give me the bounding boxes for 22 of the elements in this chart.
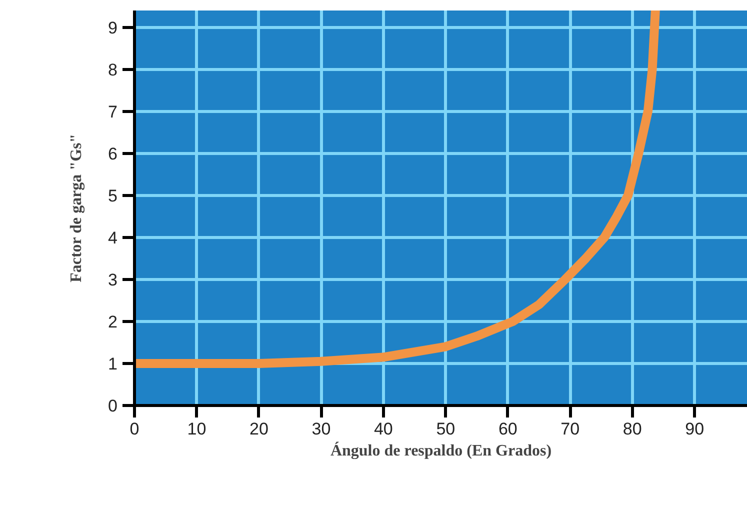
- y-tick-label: 9: [108, 18, 118, 38]
- y-tick-label: 0: [108, 396, 118, 416]
- y-axis-title: Factor de garga "Gs": [68, 134, 86, 282]
- y-tick-label: 2: [108, 312, 118, 332]
- x-tick-label: 30: [312, 420, 331, 438]
- y-tick-label: 4: [108, 228, 118, 248]
- x-tick-label: 40: [374, 420, 393, 438]
- y-tick-label: 1: [108, 354, 118, 374]
- x-tick-label: 90: [685, 420, 704, 438]
- x-tick-label: 70: [560, 420, 580, 438]
- x-tick-label: 20: [250, 420, 268, 438]
- x-axis-title: Ángulo de respaldo (En Grados): [330, 442, 552, 460]
- x-tick-label: 80: [622, 420, 642, 438]
- y-tick-label: 6: [108, 144, 118, 164]
- x-tick-label: 60: [498, 420, 518, 438]
- y-tick-label: 7: [108, 102, 118, 122]
- y-tick-label: 3: [108, 270, 118, 290]
- x-tick-label: 10: [187, 420, 206, 438]
- y-tick-label: 5: [108, 186, 118, 206]
- x-tick-label: 50: [436, 420, 456, 438]
- x-tick-label: 0: [130, 420, 140, 438]
- y-tick-label: 8: [108, 60, 118, 80]
